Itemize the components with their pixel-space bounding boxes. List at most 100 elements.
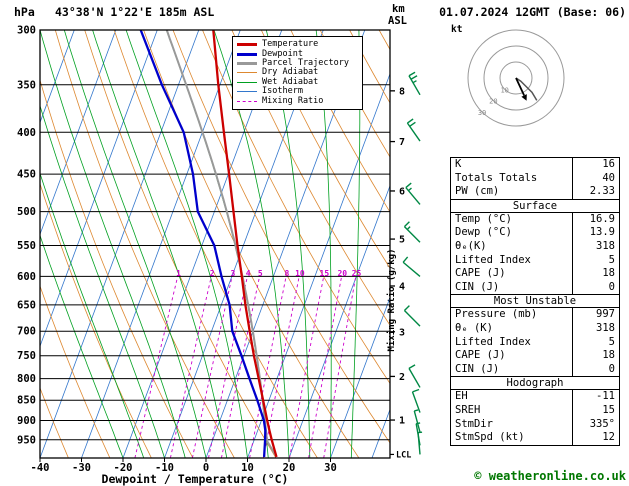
table-row: θₑ(K) 318 bbox=[451, 239, 619, 254]
table-row-label: PW (cm) bbox=[455, 185, 500, 198]
km-tick-label: 1 bbox=[399, 416, 405, 427]
table-row-value: 5 bbox=[572, 253, 619, 268]
pressure-tick-label: 750 bbox=[17, 350, 36, 362]
wind-barb bbox=[403, 221, 421, 243]
storm-motion-arrow bbox=[515, 77, 525, 96]
mixing-ratio-value-label: 5 bbox=[258, 269, 263, 278]
wet-adiabat-line bbox=[63, 30, 207, 458]
skewt-curves bbox=[139, 30, 278, 458]
table-row: CAPE (J) 18 bbox=[451, 267, 619, 281]
isotherm-line bbox=[40, 30, 117, 236]
pressure-tick-label: 600 bbox=[17, 271, 36, 283]
skewt-background-lines bbox=[40, 30, 446, 458]
table-row-label: StmDir bbox=[455, 417, 493, 430]
wind-barb bbox=[406, 118, 421, 142]
table-row: StmSpd (kt) 12 bbox=[451, 431, 619, 445]
legend-label: Mixing Ratio bbox=[262, 95, 324, 106]
page-title: 43°38'N 1°22'E 185m ASL bbox=[55, 5, 215, 19]
legend-swatch bbox=[237, 91, 257, 93]
dewpoint-curve bbox=[139, 30, 267, 457]
wind-barb bbox=[402, 256, 421, 277]
isotherm-line bbox=[40, 30, 158, 348]
table-row-value: 318 bbox=[572, 239, 619, 254]
table-row: Temp (°C) 16.9 bbox=[451, 212, 619, 227]
isotherm-line bbox=[288, 184, 390, 458]
mixing-ratio-value-label: 15 bbox=[320, 269, 330, 278]
table-row: K 16 bbox=[451, 158, 619, 172]
km-tick-label: 4 bbox=[399, 281, 405, 292]
table-row-value: -11 bbox=[572, 390, 619, 404]
table-row-value: 2.33 bbox=[572, 185, 619, 199]
legend-label: Isotherm bbox=[262, 86, 303, 97]
wind-barb bbox=[405, 182, 421, 205]
legend-label: Wet Adiabat bbox=[262, 76, 319, 87]
legend-swatch bbox=[237, 81, 257, 83]
table-row-label: Totals Totals bbox=[455, 171, 538, 184]
pressure-tick-label: 500 bbox=[17, 206, 36, 218]
legend-swatch bbox=[237, 100, 257, 102]
dry-adiabat-line bbox=[409, 30, 446, 458]
pressure-tick-label: 900 bbox=[17, 415, 36, 427]
legend-swatch bbox=[237, 72, 257, 74]
legend-item: Isotherm bbox=[237, 87, 358, 96]
table-row-value: 18 bbox=[572, 349, 619, 363]
wet-adiabat-line bbox=[125, 30, 248, 458]
table-row: CIN (J) 0 bbox=[451, 362, 619, 377]
wind-barb bbox=[408, 71, 421, 96]
indices-table: K 16 Totals Totals 40 PW (cm) 2.33 Surface Temp… bbox=[450, 157, 620, 446]
skewt-chart: Mixing Ratio (g/kg) 30035040045050055060… bbox=[17, 25, 446, 474]
table-row-label: Pressure (mb) bbox=[455, 308, 538, 321]
pressure-tick-label: 850 bbox=[17, 395, 36, 407]
table-row-value: 0 bbox=[572, 280, 619, 295]
table-row-label: θₑ (K) bbox=[455, 321, 493, 334]
legend-item: Parcel Trajectory bbox=[237, 57, 358, 68]
isotherm-line bbox=[40, 30, 75, 124]
km-tick-label: 8 bbox=[399, 86, 405, 97]
table-row: CAPE (J) 18 bbox=[451, 349, 619, 363]
plot-border bbox=[39, 29, 391, 459]
table-row-value: 15 bbox=[572, 403, 619, 418]
pressure-tick-label: 700 bbox=[17, 326, 36, 338]
wet-adiabat-line bbox=[40, 30, 186, 458]
pressure-axis-unit: hPa bbox=[14, 5, 35, 19]
table-row-label: StmSpd (kt) bbox=[455, 431, 525, 444]
mixing-ratio-line bbox=[169, 276, 212, 458]
copyright-label: © weatheronline.co.uk bbox=[474, 469, 626, 483]
dry-adiabat-line bbox=[378, 30, 390, 51]
pressure-tick-label: 300 bbox=[17, 25, 36, 37]
km-tick-label: 7 bbox=[399, 137, 405, 148]
hodograph-unit-label: kt bbox=[451, 24, 462, 35]
dry-adiabat-line bbox=[54, 30, 235, 458]
isotherm-line bbox=[247, 72, 390, 458]
dry-adiabat-line bbox=[290, 30, 390, 213]
table-section-header: Hodograph bbox=[451, 376, 619, 391]
pressure-tick-label: 350 bbox=[17, 79, 36, 91]
altitude-axis-unit-km: km bbox=[392, 3, 405, 15]
pressure-tick-label: 800 bbox=[17, 373, 36, 385]
table-row-label: Dewp (°C) bbox=[455, 226, 512, 239]
table-row-value: 16.9 bbox=[572, 212, 619, 227]
legend-label: Parcel Trajectory bbox=[262, 57, 349, 68]
run-date-label: 01.07.2024 12GMT (Base: 06) bbox=[439, 5, 626, 19]
pressure-tick-label: 400 bbox=[17, 127, 36, 139]
temp-tick-label: -30 bbox=[72, 462, 91, 474]
km-tick-label: 6 bbox=[399, 186, 405, 197]
wet-adiabat-line bbox=[92, 30, 228, 458]
mixing-ratio-value-label: 1 bbox=[176, 269, 181, 278]
chart-legend: Temperature Dewpoint Parcel Trajectory Dry … bbox=[232, 36, 363, 110]
table-row: Lifted Index 5 bbox=[451, 253, 619, 268]
table-row-label: CIN (J) bbox=[455, 280, 500, 293]
legend-swatch bbox=[237, 52, 257, 56]
table-row-label: EH bbox=[455, 390, 468, 403]
legend-label: Temperature bbox=[262, 39, 319, 50]
wind-barb bbox=[413, 409, 421, 433]
table-row-value: 318 bbox=[572, 321, 619, 336]
dry-adiabat-line bbox=[40, 386, 69, 458]
mixing-ratio-line bbox=[308, 276, 343, 458]
temp-tick-label: -40 bbox=[31, 462, 50, 474]
temp-tick-label: -20 bbox=[114, 462, 133, 474]
mixing-ratio-line bbox=[289, 276, 325, 458]
mixing-ratio-line bbox=[249, 276, 287, 458]
mixing-ratio-line bbox=[208, 276, 248, 458]
